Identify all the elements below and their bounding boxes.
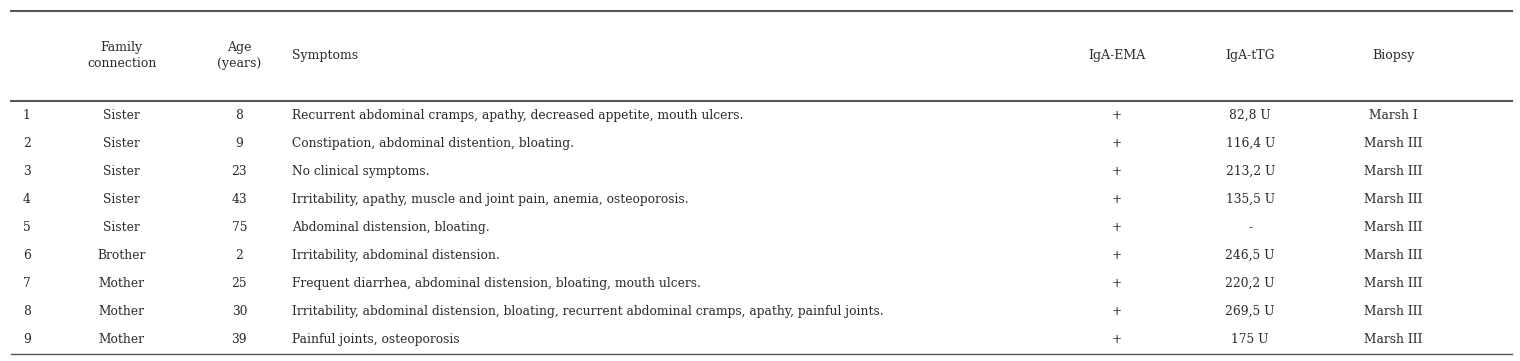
Text: 43: 43 [231, 193, 248, 206]
Text: +: + [1113, 193, 1122, 206]
Text: Marsh III: Marsh III [1363, 137, 1423, 150]
Text: Irritability, abdominal distension.: Irritability, abdominal distension. [292, 249, 500, 262]
Text: 2: 2 [23, 137, 30, 150]
Text: 7: 7 [23, 277, 30, 290]
Text: 6: 6 [23, 249, 30, 262]
Text: Marsh I: Marsh I [1368, 109, 1418, 122]
Text: Recurrent abdominal cramps, apathy, decreased appetite, mouth ulcers.: Recurrent abdominal cramps, apathy, decr… [292, 109, 743, 122]
Text: 9: 9 [23, 333, 30, 346]
Text: Painful joints, osteoporosis: Painful joints, osteoporosis [292, 333, 459, 346]
Text: 220,2 U: 220,2 U [1225, 277, 1275, 290]
Text: 135,5 U: 135,5 U [1225, 193, 1275, 206]
Text: Mother: Mother [99, 305, 144, 318]
Text: +: + [1113, 277, 1122, 290]
Text: +: + [1113, 333, 1122, 346]
Text: Family
connection: Family connection [87, 42, 157, 70]
Text: 82,8 U: 82,8 U [1230, 109, 1271, 122]
Text: Sister: Sister [103, 165, 140, 178]
Text: Sister: Sister [103, 137, 140, 150]
Text: 4: 4 [23, 193, 30, 206]
Text: +: + [1113, 137, 1122, 150]
Text: +: + [1113, 165, 1122, 178]
Text: +: + [1113, 109, 1122, 122]
Text: 1: 1 [23, 109, 30, 122]
Text: +: + [1113, 249, 1122, 262]
Text: 3: 3 [23, 165, 30, 178]
Text: 213,2 U: 213,2 U [1225, 165, 1275, 178]
Text: No clinical symptoms.: No clinical symptoms. [292, 165, 429, 178]
Text: Brother: Brother [97, 249, 146, 262]
Text: 25: 25 [231, 277, 248, 290]
Text: Marsh III: Marsh III [1363, 221, 1423, 234]
Text: +: + [1113, 221, 1122, 234]
Text: IgA-EMA: IgA-EMA [1088, 49, 1146, 62]
Text: Symptoms: Symptoms [292, 49, 359, 62]
Text: 175 U: 175 U [1231, 333, 1269, 346]
Text: 9: 9 [236, 137, 243, 150]
Text: -: - [1248, 221, 1252, 234]
Text: Sister: Sister [103, 193, 140, 206]
Text: Marsh III: Marsh III [1363, 193, 1423, 206]
Text: 23: 23 [231, 165, 248, 178]
Text: Marsh III: Marsh III [1363, 305, 1423, 318]
Text: Marsh III: Marsh III [1363, 249, 1423, 262]
Text: +: + [1113, 305, 1122, 318]
Text: Mother: Mother [99, 333, 144, 346]
Text: Age
(years): Age (years) [217, 42, 261, 70]
Text: 5: 5 [23, 221, 30, 234]
Text: Sister: Sister [103, 109, 140, 122]
Text: Biopsy: Biopsy [1373, 49, 1414, 62]
Text: 8: 8 [236, 109, 243, 122]
Text: Constipation, abdominal distention, bloating.: Constipation, abdominal distention, bloa… [292, 137, 575, 150]
Text: IgA-tTG: IgA-tTG [1225, 49, 1275, 62]
Text: Marsh III: Marsh III [1363, 277, 1423, 290]
Text: Marsh III: Marsh III [1363, 333, 1423, 346]
Text: Mother: Mother [99, 277, 144, 290]
Text: 116,4 U: 116,4 U [1225, 137, 1275, 150]
Text: Sister: Sister [103, 221, 140, 234]
Text: Irritability, apathy, muscle and joint pain, anemia, osteoporosis.: Irritability, apathy, muscle and joint p… [292, 193, 689, 206]
Text: 30: 30 [231, 305, 248, 318]
Text: 269,5 U: 269,5 U [1225, 305, 1275, 318]
Text: 8: 8 [23, 305, 30, 318]
Text: 2: 2 [236, 249, 243, 262]
Text: 246,5 U: 246,5 U [1225, 249, 1275, 262]
Text: 39: 39 [231, 333, 248, 346]
Text: 75: 75 [231, 221, 248, 234]
Text: Marsh III: Marsh III [1363, 165, 1423, 178]
Text: Abdominal distension, bloating.: Abdominal distension, bloating. [292, 221, 489, 234]
Text: Frequent diarrhea, abdominal distension, bloating, mouth ulcers.: Frequent diarrhea, abdominal distension,… [292, 277, 701, 290]
Text: Irritability, abdominal distension, bloating, recurrent abdominal cramps, apathy: Irritability, abdominal distension, bloa… [292, 305, 883, 318]
